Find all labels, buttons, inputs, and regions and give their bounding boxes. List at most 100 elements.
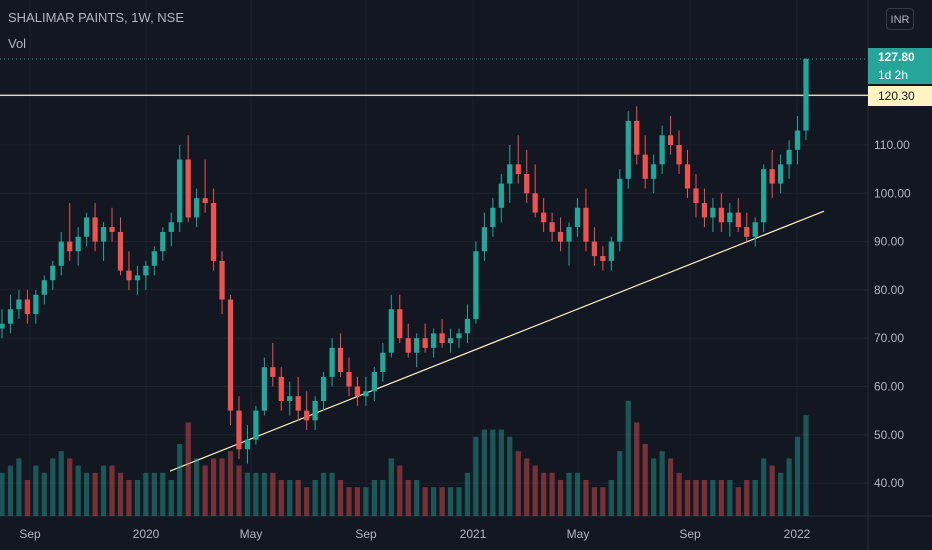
volume-bar: [67, 458, 73, 516]
volume-bar: [117, 472, 124, 516]
candle-body: [515, 164, 521, 174]
candle-body: [481, 227, 488, 252]
candle-body: [566, 227, 572, 242]
volume-bar: [701, 480, 708, 516]
volume-bar: [261, 472, 267, 516]
volume-bar: [608, 480, 614, 516]
candle-body: [24, 299, 31, 315]
candle-body: [50, 265, 56, 281]
volume-bar: [151, 472, 157, 516]
candle-body: [346, 372, 352, 387]
candle-body: [320, 376, 327, 401]
volume-bar: [270, 472, 276, 516]
volume-bar: [727, 480, 733, 516]
volume-bar: [388, 458, 394, 516]
candle-body: [219, 260, 225, 300]
volume-bar: [75, 465, 81, 516]
volume-bar: [752, 480, 758, 516]
candle-body: [371, 372, 378, 392]
candle-body: [380, 352, 386, 373]
candle-body: [676, 145, 682, 165]
volume-bar: [33, 465, 39, 516]
candle-body: [761, 169, 767, 223]
candle-body: [354, 386, 361, 397]
candle-body: [447, 338, 454, 344]
volume-bar: [761, 458, 767, 516]
candle-body: [227, 299, 234, 411]
x-tick-label: May: [240, 527, 263, 541]
volume-bar: [371, 480, 378, 516]
candle-body: [549, 222, 555, 232]
volume-bar: [7, 465, 14, 516]
volume-bar: [405, 480, 411, 516]
candle-body: [75, 236, 81, 252]
candle-body: [16, 299, 22, 310]
candle-body: [642, 154, 648, 179]
y-tick-label: 50.00: [874, 428, 904, 442]
candle-body: [337, 347, 344, 373]
candle-body: [625, 120, 631, 179]
candle-body: [498, 183, 504, 208]
volume-bar: [210, 458, 217, 516]
y-tick-label: 80.00: [874, 283, 904, 297]
volume-bar: [625, 400, 631, 516]
candle-body: [0, 323, 5, 329]
candle-body: [261, 367, 267, 411]
volume-bar: [710, 480, 716, 516]
volume-bar: [278, 480, 284, 516]
volume-bar: [574, 472, 581, 516]
x-tick-label: Sep: [355, 527, 377, 541]
volume-bar: [456, 487, 462, 516]
candle-body: [574, 207, 581, 228]
candle-body: [735, 212, 741, 228]
volume-bar: [202, 465, 208, 516]
candle-body: [803, 59, 809, 131]
volume-bar: [92, 472, 98, 516]
x-tick-label: 2021: [460, 527, 487, 541]
x-tick-label: Sep: [19, 527, 41, 541]
volume-bar: [667, 458, 674, 516]
candle-body: [244, 439, 251, 450]
candle-body: [126, 270, 132, 281]
volume-bar: [464, 472, 471, 516]
volume-bar: [16, 458, 22, 516]
volume-bar: [794, 436, 801, 516]
volume-bar: [507, 436, 513, 516]
candle-body: [456, 333, 462, 339]
volume-bar: [168, 480, 174, 516]
candle-body: [304, 410, 310, 421]
volume-bar: [287, 480, 293, 516]
candle-body: [710, 207, 716, 218]
volume-bar: [481, 429, 488, 516]
candle-body: [727, 212, 733, 223]
volume-bar: [744, 480, 750, 516]
y-tick-label: 110.00: [874, 138, 910, 152]
volume-bar: [24, 480, 31, 516]
volume-bar: [253, 472, 259, 516]
candle-body: [608, 241, 614, 261]
volume-bar: [515, 451, 521, 516]
candle-body: [769, 169, 775, 184]
candle-body: [422, 338, 428, 348]
volume-bar: [549, 472, 555, 516]
x-tick-label: May: [567, 527, 590, 541]
horizontal-level-label: 120.30: [868, 86, 932, 106]
candle-body: [168, 222, 174, 232]
candle-body: [405, 338, 411, 353]
volume-bar: [244, 472, 251, 516]
volume-bar: [447, 487, 454, 516]
volume-bar: [490, 429, 496, 516]
volume-bar: [498, 429, 504, 516]
currency-button[interactable]: INR: [886, 8, 914, 30]
volume-bar: [219, 458, 225, 516]
volume-bar: [430, 487, 437, 516]
volume-bar: [786, 458, 792, 516]
volume-bar: [651, 458, 657, 516]
volume-bar: [160, 472, 166, 516]
candle-body: [507, 164, 513, 184]
candle-body: [718, 207, 724, 223]
candle-body: [270, 367, 276, 377]
volume-bar: [803, 415, 809, 516]
candle-body: [667, 135, 674, 145]
